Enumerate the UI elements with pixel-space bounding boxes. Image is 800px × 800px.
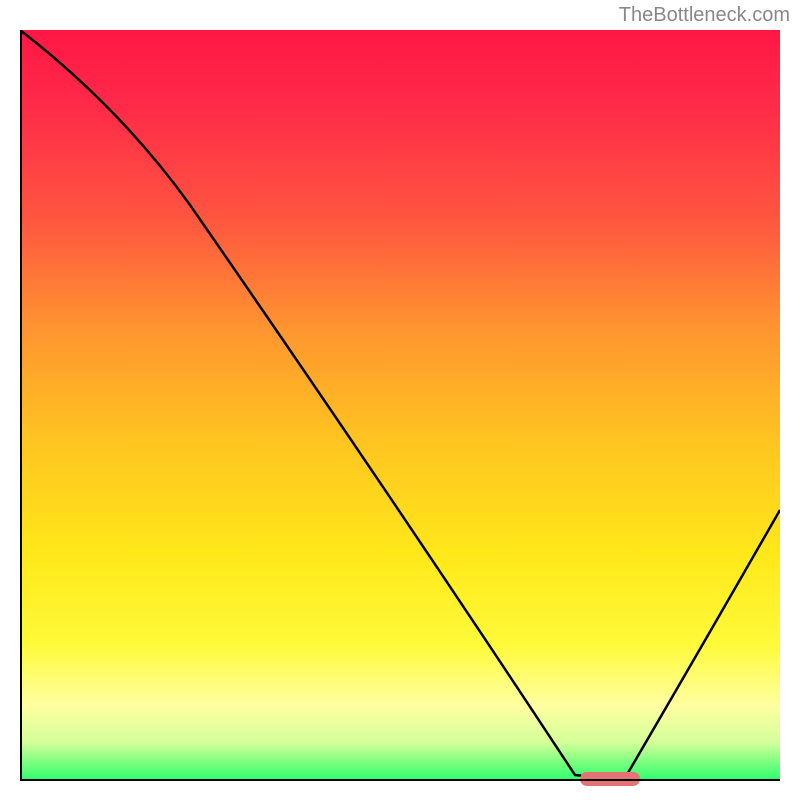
gradient-background [20,30,780,780]
y-axis [20,30,22,780]
x-axis [20,779,780,781]
chart-area [20,30,780,780]
chart-container: TheBottleneck.com [0,0,800,800]
watermark-text: TheBottleneck.com [619,4,790,27]
